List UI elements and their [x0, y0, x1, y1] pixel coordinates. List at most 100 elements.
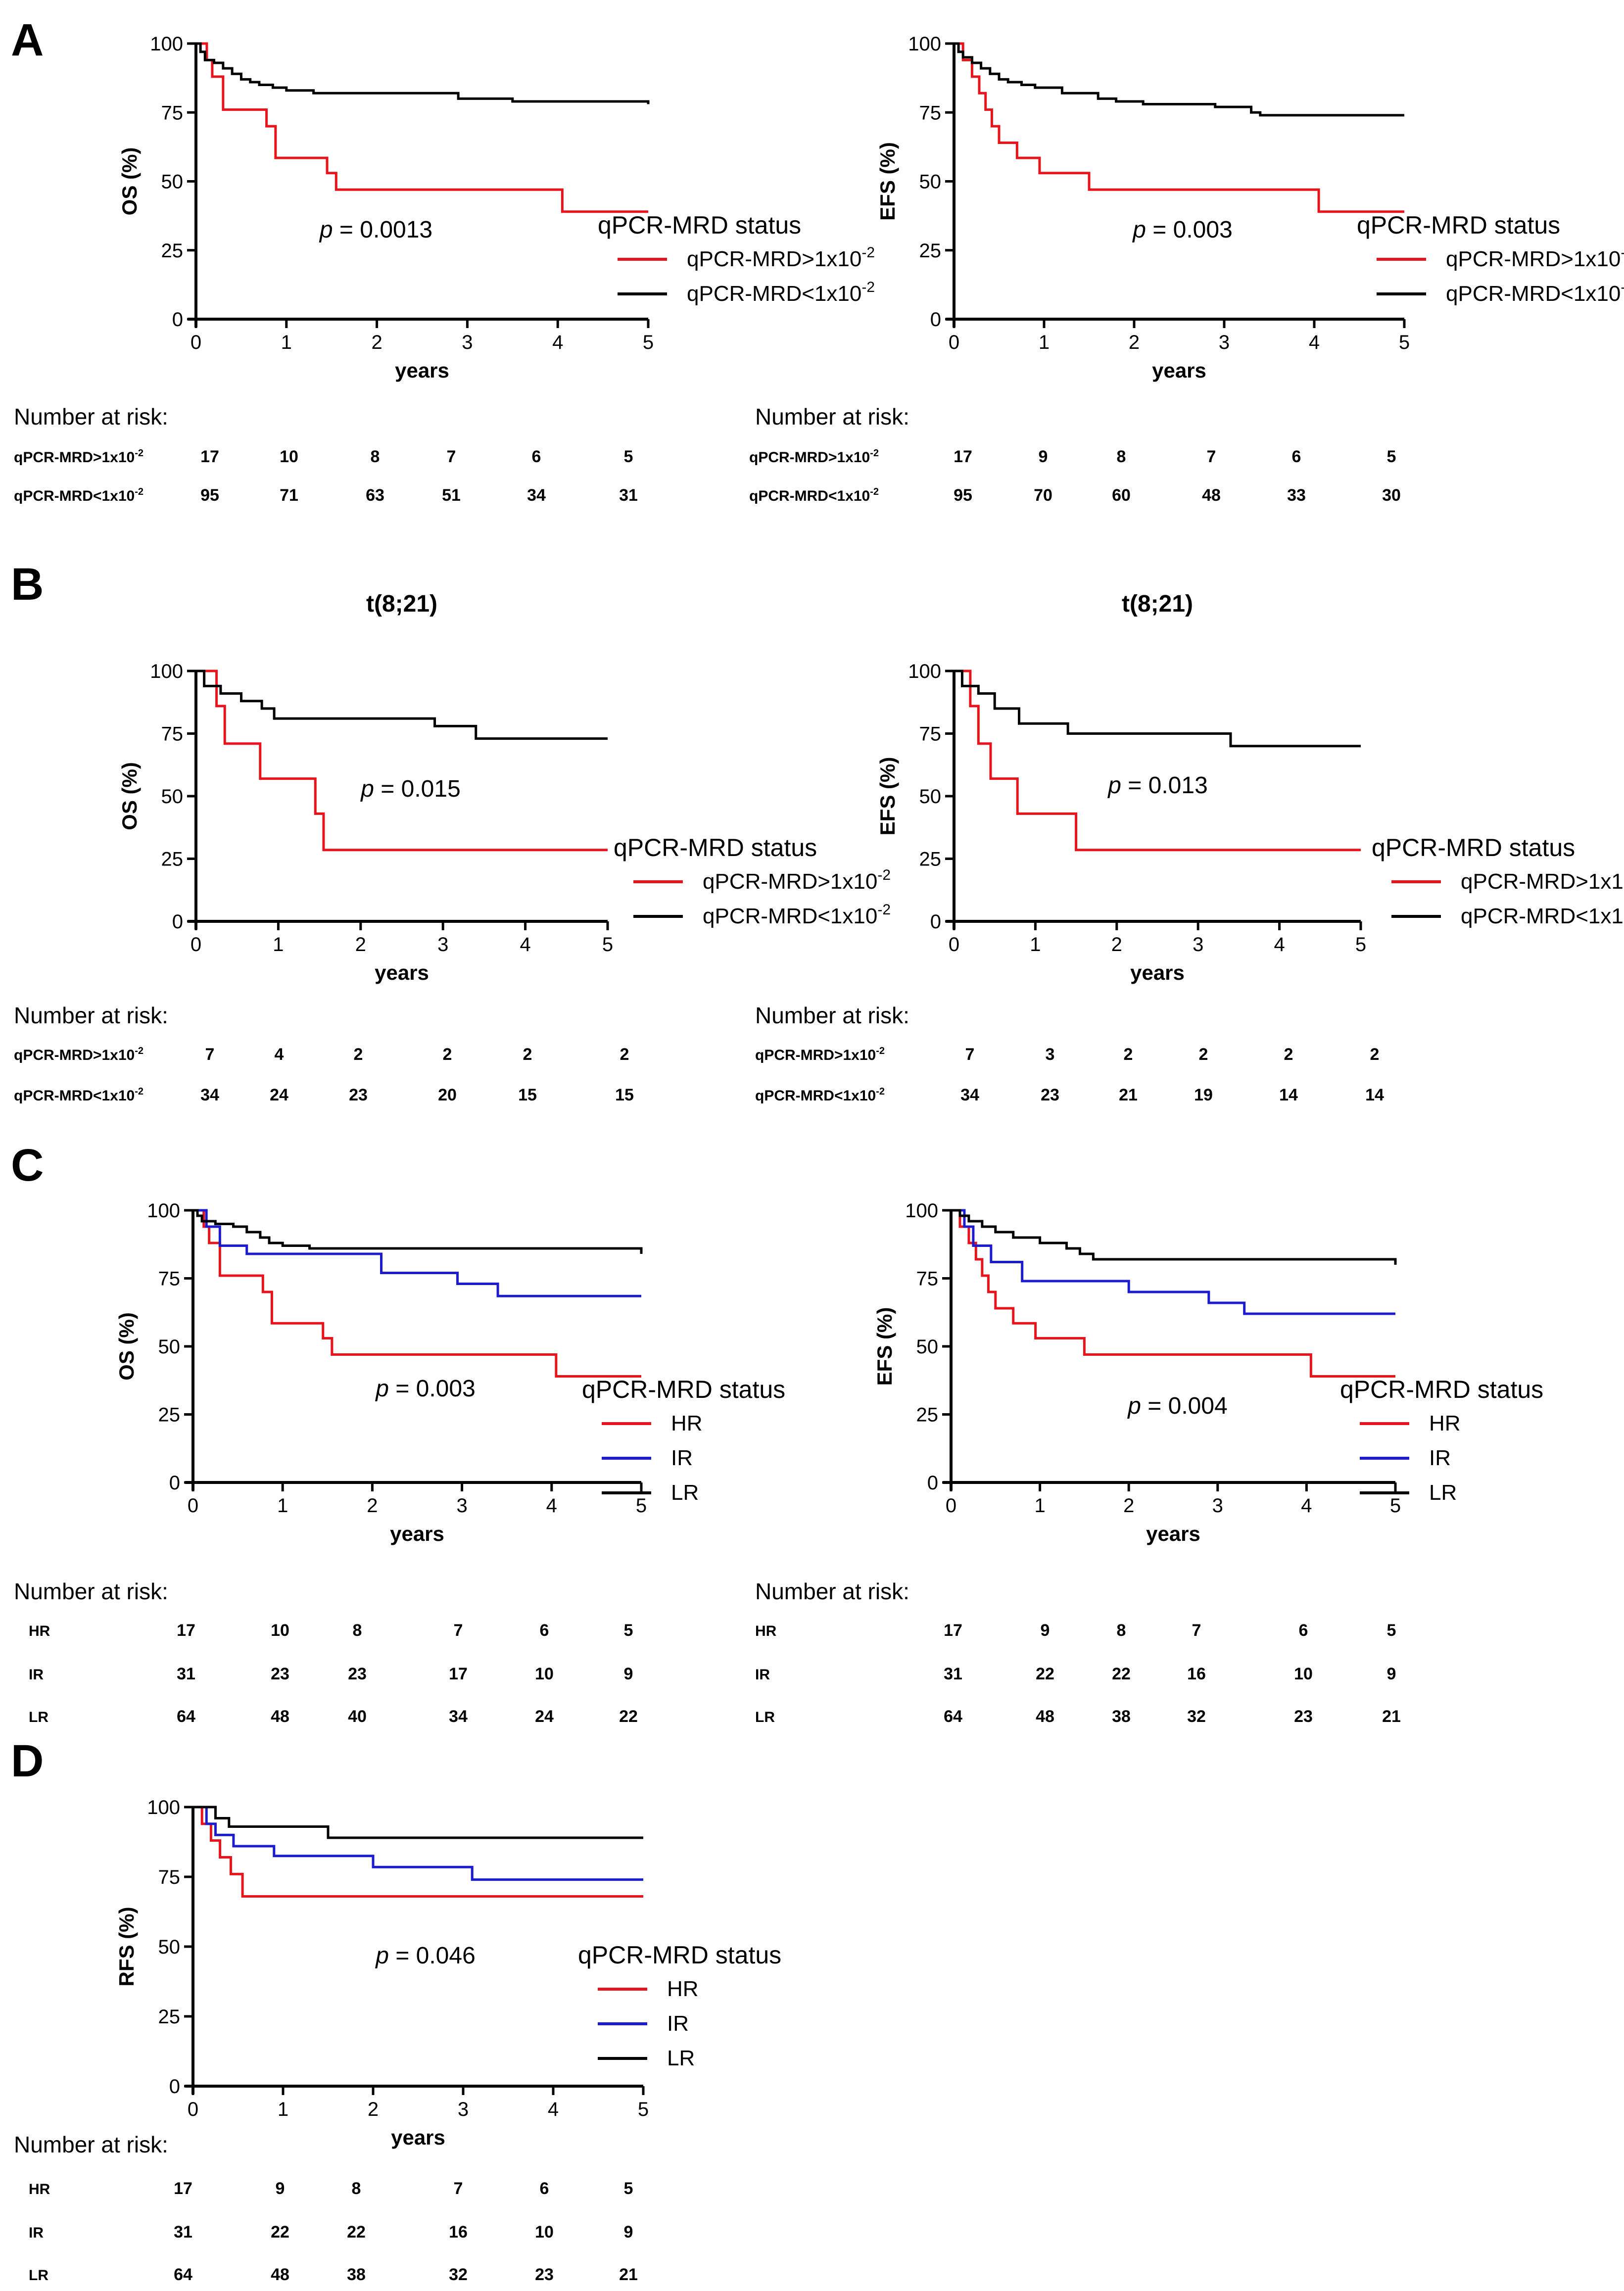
y-tick-label: 100	[150, 33, 183, 55]
legend-label: qPCR-MRD>1x10-2	[703, 867, 891, 894]
risk-value: 14	[1365, 1086, 1384, 1104]
risk-value: 10	[271, 1621, 289, 1640]
p-value: p = 0.015	[360, 776, 461, 802]
x-tick-label: 1	[278, 2099, 288, 2120]
risk-value: 48	[1036, 1707, 1054, 1726]
y-axis-label: EFS (%)	[876, 757, 899, 836]
risk-value: 10	[280, 447, 298, 466]
y-tick-label: 0	[172, 309, 183, 331]
x-tick-label: 3	[458, 2099, 469, 2120]
x-tick-label: 1	[277, 1495, 288, 1517]
y-tick-label: 50	[161, 171, 184, 193]
y-tick-label: 25	[161, 240, 184, 262]
risk-value: 64	[177, 1707, 195, 1726]
y-tick-label: 100	[905, 1200, 938, 1222]
legend-title: qPCR-MRD status	[578, 1941, 781, 1969]
y-tick-label: 50	[916, 1336, 939, 1358]
x-tick-label: 3	[456, 1495, 467, 1517]
risk-value: 2	[1370, 1045, 1380, 1064]
risk-value: 8	[352, 2179, 361, 2198]
x-axis-label: years	[395, 359, 449, 382]
x-tick-label: 4	[520, 934, 530, 955]
x-tick-label: 2	[371, 332, 382, 353]
risk-value: 5	[1387, 1621, 1396, 1640]
y-axis-label: OS (%)	[118, 147, 141, 216]
risk-value: 48	[1202, 486, 1221, 505]
x-axis-label: years	[1146, 1522, 1200, 1545]
legend-label: qPCR-MRD<1x10-2	[1461, 902, 1624, 928]
risk-row-label: LR	[755, 1709, 775, 1725]
risk-row-label: qPCR-MRD>1x10-2	[14, 1046, 143, 1063]
risk-value: 23	[349, 1086, 368, 1104]
x-tick-label: 3	[1212, 1495, 1223, 1517]
y-tick-label: 0	[169, 1472, 180, 1494]
y-tick-label: 100	[150, 661, 183, 682]
series-line-qpcr-mrd-1x10-0	[954, 669, 1361, 852]
risk-heading: Number at risk:	[755, 1578, 909, 1604]
risk-value: 7	[965, 1045, 975, 1064]
risk-value: 5	[624, 447, 633, 466]
x-tick-label: 3	[437, 934, 448, 955]
x-tick-label: 0	[191, 332, 201, 353]
risk-row-label: HR	[29, 1623, 50, 1639]
risk-value: 15	[615, 1086, 634, 1104]
panel-letter-a: A	[11, 15, 44, 65]
legend-label: HR	[667, 1977, 699, 2001]
legend-label: qPCR-MRD>1x10-2	[687, 244, 875, 271]
x-tick-label: 3	[462, 332, 473, 353]
legend-label: HR	[1429, 1411, 1461, 1435]
x-tick-label: 0	[188, 2099, 198, 2120]
x-tick-label: 4	[1309, 332, 1320, 353]
y-tick-label: 0	[927, 1472, 938, 1494]
legend-title: qPCR-MRD status	[598, 211, 801, 239]
risk-row-label: IR	[29, 2225, 44, 2241]
p-value: p = 0.0013	[319, 217, 432, 243]
risk-value: 2	[1284, 1045, 1293, 1064]
risk-value: 22	[619, 1707, 638, 1726]
p-value: p = 0.013	[1107, 772, 1208, 799]
y-tick-label: 75	[158, 1866, 181, 1888]
x-tick-label: 5	[1399, 332, 1410, 353]
risk-value: 71	[280, 486, 298, 505]
risk-value: 7	[1207, 447, 1216, 466]
legend-label: qPCR-MRD<1x10-2	[1446, 279, 1624, 306]
risk-value: 48	[271, 1707, 289, 1726]
chart-title: t(8;21)	[1122, 591, 1193, 617]
risk-value: 33	[1287, 486, 1306, 505]
risk-value: 7	[454, 1621, 463, 1640]
x-axis-label: years	[1152, 359, 1206, 382]
legend-title: qPCR-MRD status	[582, 1376, 785, 1403]
x-tick-label: 2	[367, 1495, 378, 1517]
risk-value: 2	[1199, 1045, 1208, 1064]
risk-value: 5	[1387, 447, 1396, 466]
risk-value: 5	[624, 1621, 633, 1640]
risk-value: 31	[619, 486, 638, 505]
risk-row-label: HR	[755, 1623, 777, 1639]
x-axis-label: years	[1130, 961, 1185, 984]
risk-value: 21	[1119, 1086, 1138, 1104]
series-line-hr-0	[951, 1209, 1395, 1378]
y-tick-label: 50	[919, 171, 942, 193]
risk-value: 5	[624, 2179, 633, 2198]
p-value: p = 0.003	[375, 1376, 476, 1402]
risk-heading: Number at risk:	[755, 404, 909, 430]
risk-value: 10	[1294, 1665, 1313, 1683]
y-tick-label: 75	[158, 1268, 181, 1290]
x-tick-label: 3	[1219, 332, 1230, 353]
x-tick-label: 4	[1301, 1495, 1312, 1517]
risk-value: 2	[1124, 1045, 1133, 1064]
y-axis-label: RFS (%)	[115, 1907, 138, 1987]
x-tick-label: 1	[1034, 1495, 1045, 1517]
x-tick-label: 5	[643, 332, 654, 353]
y-tick-label: 50	[158, 1336, 181, 1358]
risk-value: 32	[449, 2265, 468, 2284]
y-tick-label: 25	[916, 1404, 939, 1426]
risk-value: 22	[1112, 1665, 1131, 1683]
x-tick-label: 2	[1129, 332, 1140, 353]
risk-value: 16	[449, 2223, 468, 2242]
risk-value: 2	[354, 1045, 363, 1064]
risk-value: 4	[275, 1045, 284, 1064]
